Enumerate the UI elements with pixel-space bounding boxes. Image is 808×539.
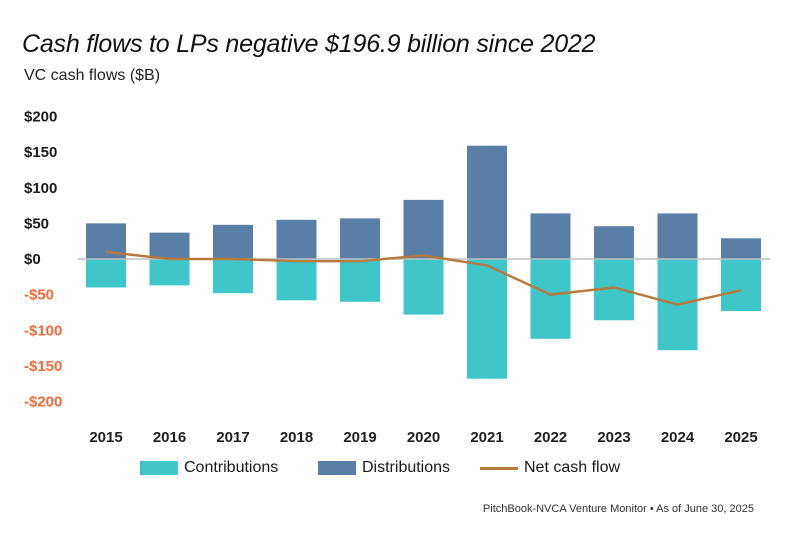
x-tick-label: 2021 [470, 429, 503, 446]
y-tick-label: -$200 [24, 394, 62, 411]
legend-label-contributions: Contributions [184, 459, 279, 476]
legend-item-contributions: Contributions [140, 459, 278, 477]
y-tick-label: $0 [24, 251, 41, 268]
x-tick-label: 2015 [89, 429, 122, 446]
x-tick-label: 2020 [407, 429, 440, 446]
x-axis: 2015 2016 2017 2018 2019 2020 2021 2022 2023 2024… [89, 429, 757, 446]
legend-swatch-net-cash-flow [480, 466, 518, 470]
chart-subtitle: VC cash flows ($B) [24, 67, 161, 84]
chart-title: Cash flows to LPs negative $196.9 billio… [22, 30, 596, 58]
x-tick-label: 2025 [724, 429, 757, 446]
contributions-bar-2018 [276, 259, 317, 301]
x-tick-label: 2017 [216, 429, 249, 446]
legend-swatch-distributions [318, 461, 356, 475]
contributions-bar-2022 [530, 259, 571, 339]
distributions-bar-2019 [340, 218, 380, 259]
distributions-bar-2021 [467, 145, 507, 259]
y-tick-label: $100 [24, 180, 57, 197]
distributions-bar-2024 [657, 213, 698, 259]
distributions-bar-2020 [403, 199, 444, 259]
legend: Contributions Distributions Net cash flo… [0, 459, 808, 481]
y-tick-label: -$150 [24, 358, 62, 375]
contributions-bar-2019 [340, 259, 380, 302]
y-tick-label: $200 [24, 109, 57, 126]
y-tick-label: -$100 [24, 322, 62, 339]
contributions-bar-2016 [149, 259, 190, 286]
net-cash-flow-series [105, 250, 742, 306]
legend-swatch-contributions [140, 461, 178, 475]
legend-item-distributions: Distributions [318, 459, 450, 477]
contributions-bar-2020 [403, 259, 444, 315]
x-tick-label: 2019 [343, 429, 376, 446]
distributions-bar-2018 [276, 219, 317, 259]
distributions-bar-2025 [721, 238, 761, 259]
x-tick-label: 2018 [280, 429, 313, 446]
contributions-bar-2021 [467, 259, 507, 379]
distributions-bar-2016 [149, 232, 190, 259]
x-tick-label: 2024 [661, 429, 695, 446]
x-tick-label: 2022 [534, 429, 567, 446]
legend-item-net-cash-flow: Net cash flow [480, 459, 620, 477]
source-note: PitchBook-NVCA Venture Monitor • As of J… [482, 503, 754, 515]
legend-label-distributions: Distributions [362, 459, 451, 476]
contributions-bar-2017 [213, 259, 253, 294]
contributions-bar-2015 [86, 259, 126, 288]
legend-label-net-cash-flow: Net cash flow [524, 459, 621, 476]
contributions-bar-2025 [721, 259, 761, 312]
distributions-bar-2022 [530, 213, 571, 259]
bar-series [86, 145, 761, 379]
chart-svg: $200 $150 $100 $50 $0 -$50 -$100 -$150 -$200 201… [24, 109, 770, 446]
x-tick-label: 2023 [597, 429, 630, 446]
y-axis: $200 $150 $100 $50 $0 -$50 -$100 -$150 -$200 [24, 109, 62, 411]
distributions-bar-2023 [594, 226, 634, 259]
distributions-bar-2017 [213, 224, 253, 259]
y-tick-label: $50 [24, 215, 49, 232]
y-tick-label: -$50 [24, 287, 54, 304]
y-tick-label: $150 [24, 144, 57, 161]
x-tick-label: 2016 [153, 429, 186, 446]
